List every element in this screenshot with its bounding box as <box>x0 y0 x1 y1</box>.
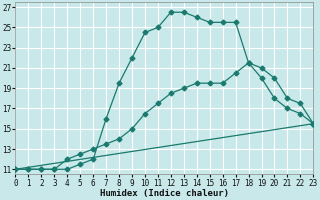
X-axis label: Humidex (Indice chaleur): Humidex (Indice chaleur) <box>100 189 229 198</box>
